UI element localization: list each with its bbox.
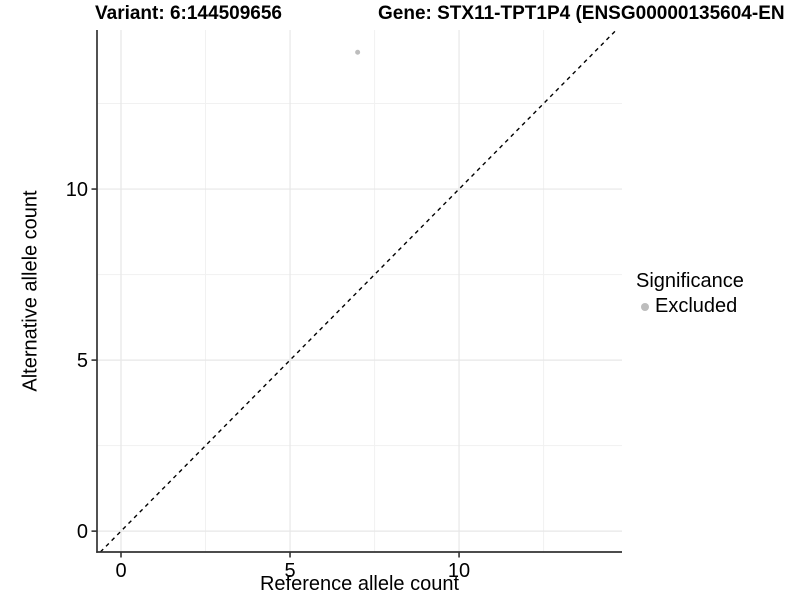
y-axis-title: Alternative allele count: [19, 190, 42, 392]
y-tick-label: 0: [77, 521, 88, 543]
legend: Significance Excluded: [636, 270, 744, 318]
x-tick-label: 0: [115, 560, 126, 582]
identity-line: [99, 29, 617, 553]
x-tick-label: 5: [284, 560, 295, 582]
gene-title: Gene: STX11-TPT1P4 (ENSG00000135604-EN: [378, 3, 785, 24]
legend-item-excluded: Excluded: [636, 295, 744, 318]
legend-item-label: Excluded: [655, 295, 738, 317]
variant-title: Variant: 6:144509656: [95, 3, 282, 24]
legend-key-point-icon: [641, 302, 649, 311]
legend-title: Significance: [636, 270, 744, 292]
y-tick-label: 10: [66, 179, 88, 201]
x-axis-title: Reference allele count: [259, 573, 459, 595]
x-tick-label: 10: [448, 560, 470, 582]
data-point: [355, 49, 361, 55]
y-tick-label: 5: [77, 350, 88, 372]
